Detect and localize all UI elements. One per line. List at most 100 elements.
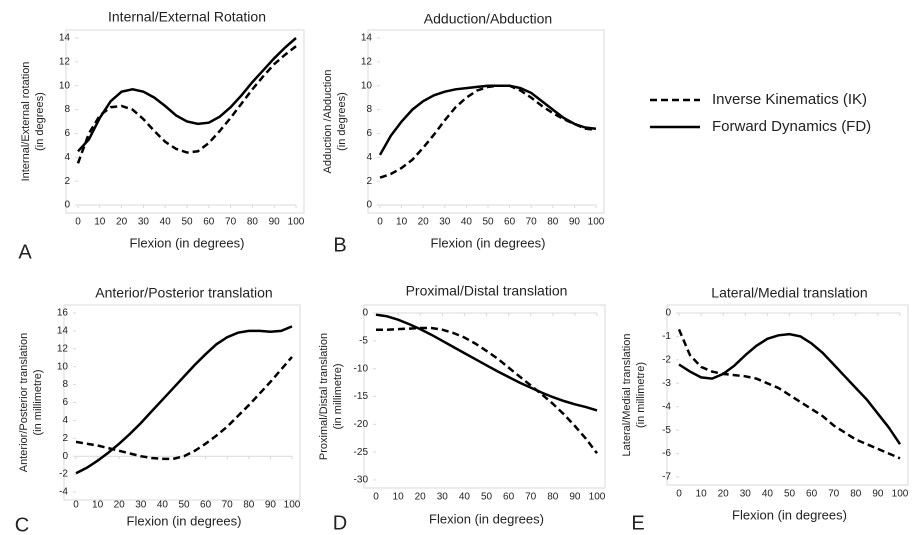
chart-title: Lateral/Medial translation [711,285,867,301]
x-tick-label: 50 [784,489,796,500]
y-tick-label: 2 [366,176,372,187]
x-tick-label: 0 [73,500,79,511]
x-axis-label: Flexion (in degrees) [130,235,245,250]
y-tick-label: -5 [662,425,671,436]
x-tick-label: 0 [373,492,379,503]
line-series [379,84,597,179]
x-tick-label: 90 [872,489,884,500]
line-series [77,37,297,153]
panel-letter: B [333,234,346,256]
x-tick-label: 100 [892,489,909,500]
y-tick-label: -6 [662,448,671,459]
x-tick-label: 80 [547,492,559,503]
x-tick-label: 90 [569,217,581,228]
panel-letter: A [18,241,32,263]
x-tick-label: 0 [377,217,383,228]
x-tick-label: 10 [696,489,708,500]
y-tick-label: 0 [665,308,671,319]
line-series [677,328,901,460]
panel-letter: C [15,514,29,535]
line-series [75,356,293,461]
chart-title: Adduction/Abduction [424,11,552,27]
x-tick-label: 20 [114,500,126,511]
y-tick-label: -2 [662,354,671,365]
line-series [378,84,597,156]
y-tick-label: 10 [59,80,71,91]
x-tick-label: 60 [203,217,215,228]
y-tick-label: 12 [59,56,71,67]
x-tick-label: 20 [418,217,430,228]
panel-letter: D [333,512,347,534]
chart-title: Anterior/Posterior translation [95,285,272,301]
y-tick-label: -4 [662,401,671,412]
y-tick-label: 4 [64,152,70,163]
y-axis-label: (in millimetre) [332,364,344,430]
plot-frame [367,29,605,214]
chart-title: Internal/External Rotation [108,9,266,25]
y-tick-label: 14 [57,326,69,337]
x-tick-label: 50 [178,500,190,511]
plot-frame [666,304,909,486]
x-tick-label: 90 [265,500,277,511]
x-tick-label: 40 [160,217,172,228]
y-tick-label: -1 [662,331,671,342]
y-axis-label: (in millimetre) [635,362,647,428]
x-tick-label: 20 [415,492,427,503]
y-axis-label: Anterior/Posterior translation [18,333,30,472]
x-tick-label: 100 [288,217,305,228]
legend-label: Forward Dynamics (FD) [712,118,871,135]
y-tick-label: 6 [62,397,68,408]
y-tick-label: -25 [354,447,369,458]
y-tick-label: -10 [354,363,369,374]
y-tick-label: 2 [62,433,68,444]
x-axis-label: Flexion (in degrees) [429,511,544,526]
y-tick-label: 6 [366,128,372,139]
y-tick-label: -15 [354,391,369,402]
x-tick-label: 50 [481,492,493,503]
x-tick-label: 100 [588,217,605,228]
y-axis-label: (in degrees) [34,92,46,151]
x-axis-label: Flexion (in degrees) [431,235,546,250]
x-tick-label: 10 [92,500,104,511]
y-tick-label: -5 [359,335,368,346]
y-tick-label: 14 [361,33,373,44]
chart-title: Proximal/Distal translation [406,283,568,299]
x-tick-label: 10 [396,217,408,228]
x-tick-label: 30 [135,500,147,511]
y-tick-label: 8 [366,104,372,115]
line-series [76,45,297,164]
y-axis-label: Adduction /Abduction [322,70,334,174]
line-series [678,332,902,445]
y-tick-label: 8 [62,379,68,390]
x-tick-label: 30 [437,492,449,503]
line-series [75,325,293,475]
x-tick-label: 70 [225,217,237,228]
plot-frame [65,29,305,214]
x-tick-label: 40 [157,500,169,511]
legend-label: Inverse Kinematics (IK) [712,91,867,108]
x-tick-label: 80 [850,489,862,500]
plot-frame [63,304,301,501]
y-tick-label: 0 [362,308,368,319]
y-tick-label: 0 [64,200,70,211]
x-tick-label: 80 [547,217,559,228]
y-tick-label: -2 [59,469,68,480]
x-tick-label: 90 [269,217,281,228]
y-tick-label: 8 [64,104,70,115]
y-tick-label: -30 [354,475,369,486]
x-tick-label: 30 [439,217,451,228]
x-tick-label: 20 [116,217,128,228]
x-tick-label: 20 [718,489,730,500]
y-tick-label: 10 [361,80,373,91]
x-tick-label: 70 [525,492,537,503]
y-tick-label: 0 [366,200,372,211]
x-tick-label: 90 [569,492,581,503]
y-axis-label: Internal/External rotation [20,62,32,182]
x-tick-label: 50 [181,217,193,228]
x-tick-label: 10 [94,217,106,228]
x-tick-label: 100 [284,500,301,511]
x-tick-label: 60 [504,217,516,228]
y-tick-label: 10 [57,361,69,372]
x-tick-label: 70 [526,217,538,228]
y-tick-label: 2 [64,176,70,187]
